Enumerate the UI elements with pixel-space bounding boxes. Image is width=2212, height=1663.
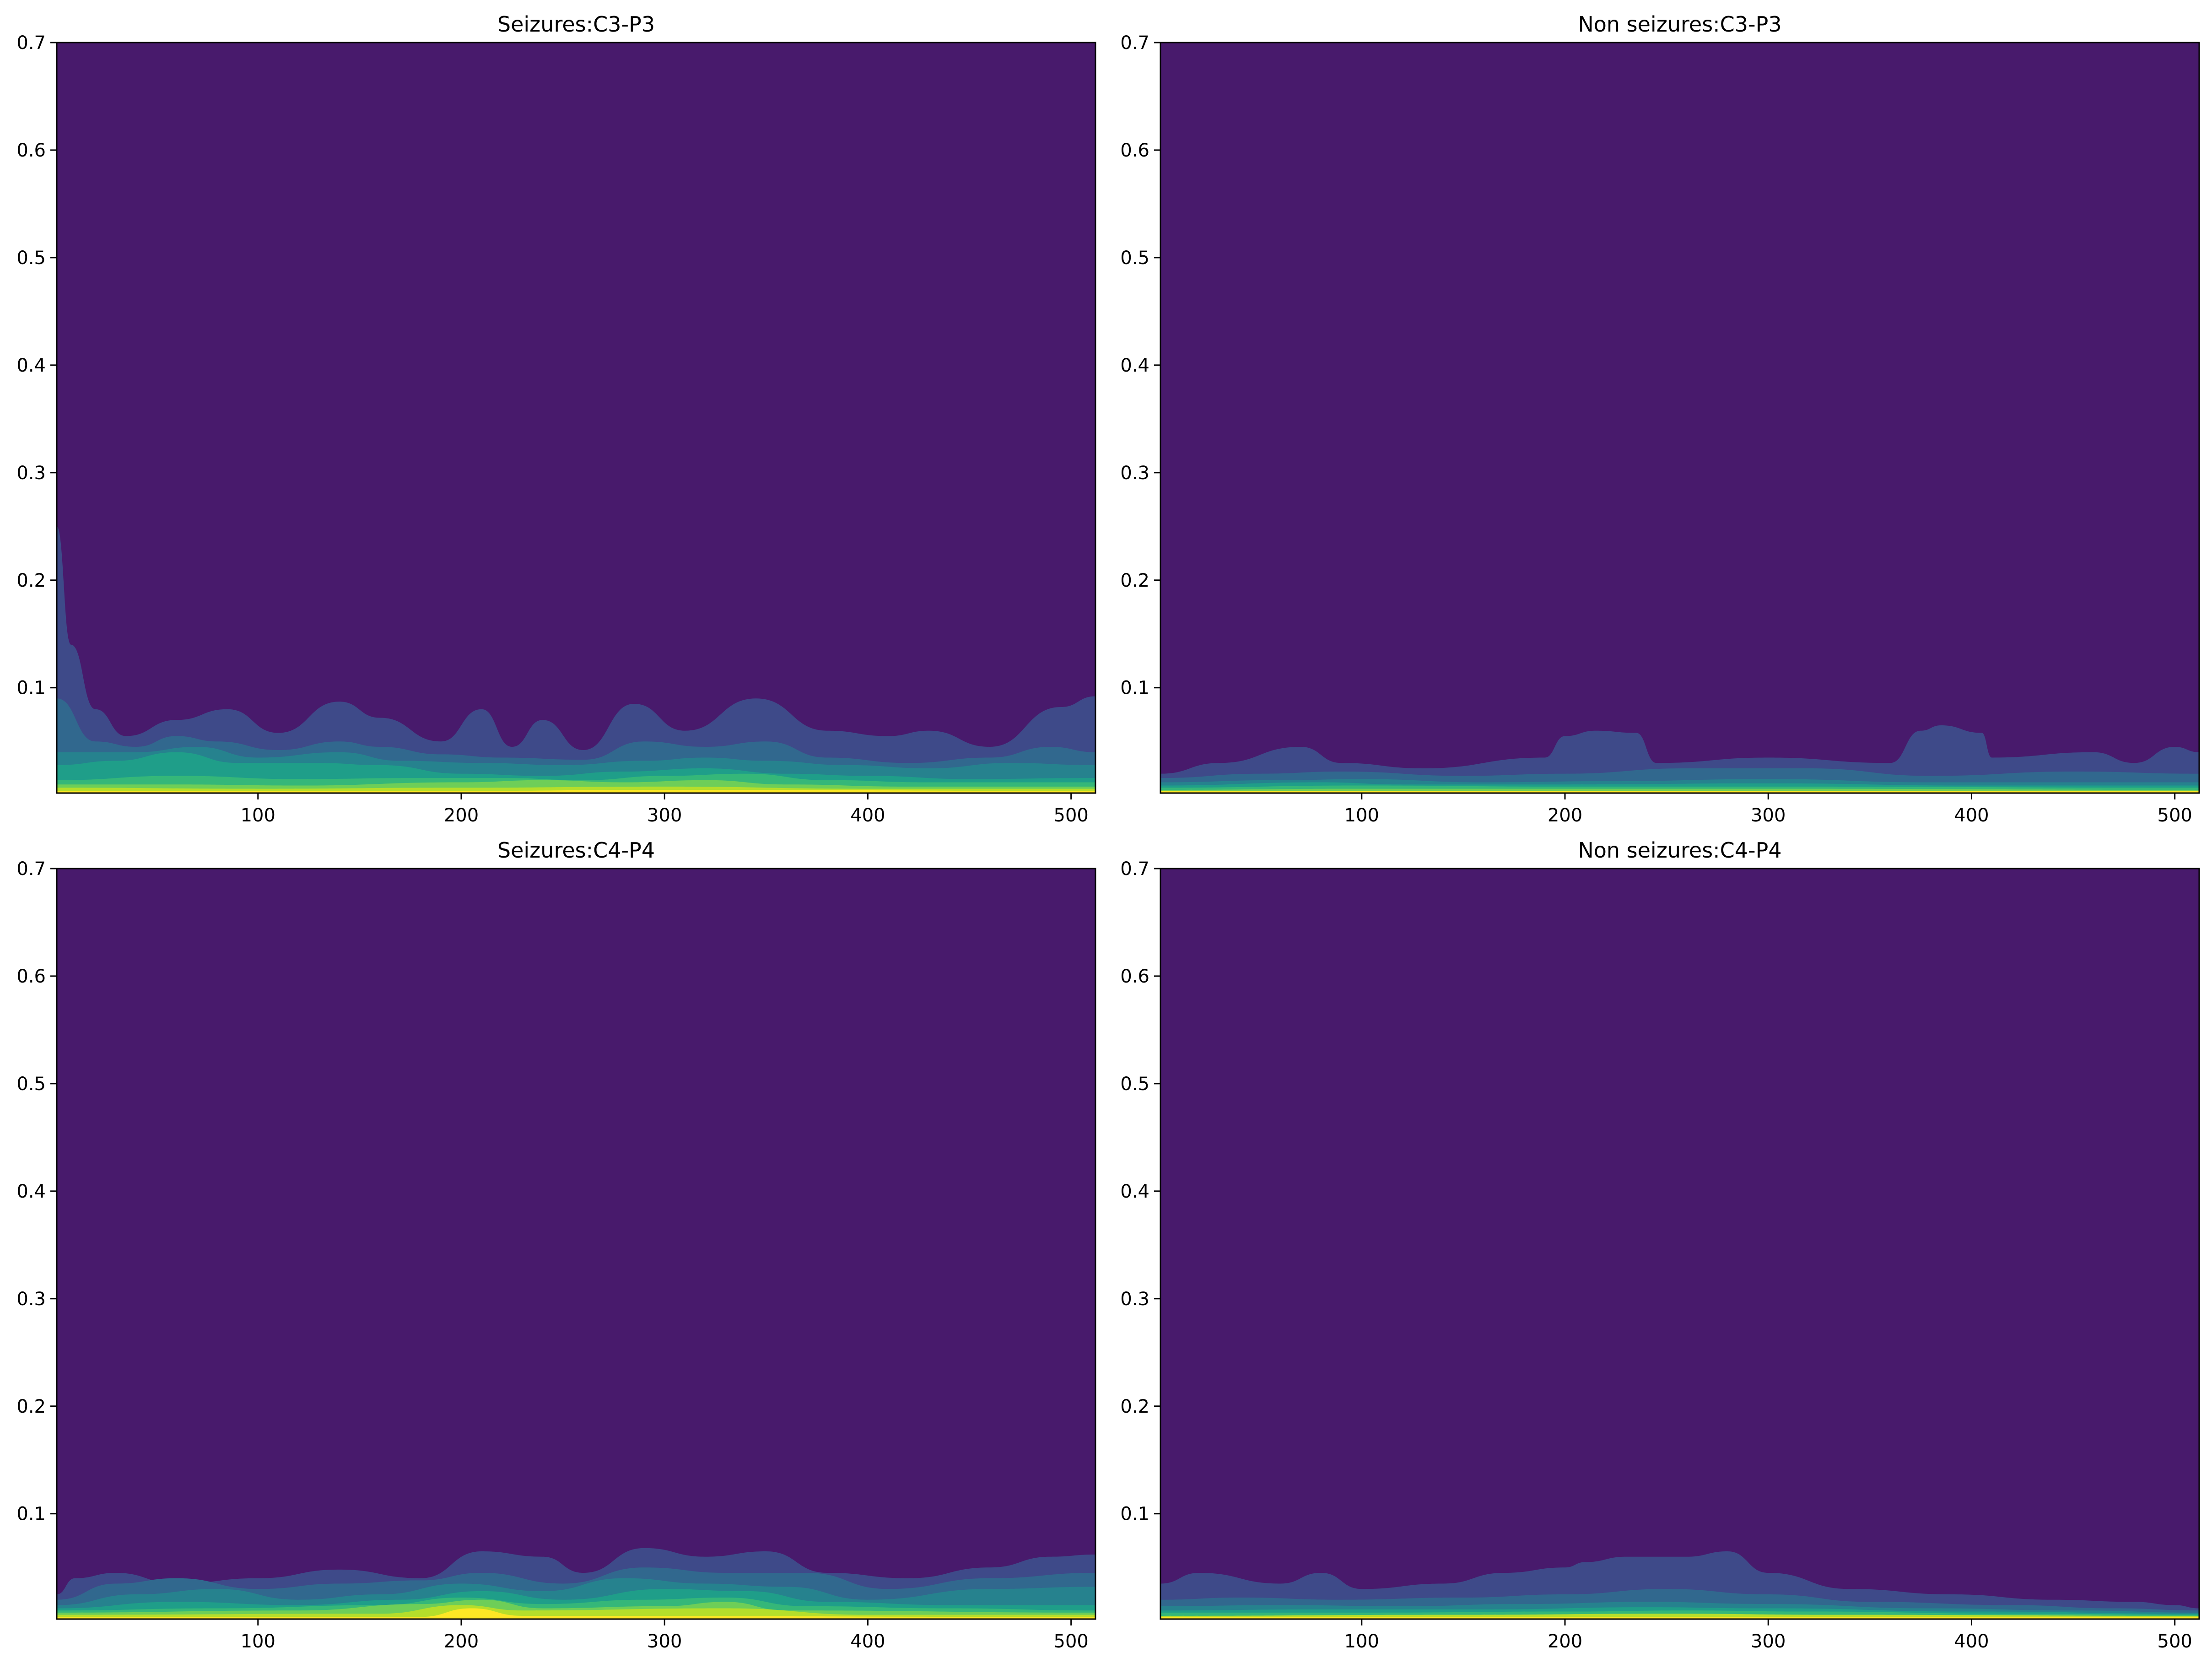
x-tick-label: 200 bbox=[1548, 805, 1582, 826]
y-tick-label: 0.7 bbox=[16, 858, 46, 880]
axes-frame bbox=[56, 868, 1096, 1620]
panel-title: Non seizures:C3-P3 bbox=[1578, 12, 1781, 37]
x-tick-label: 400 bbox=[1954, 1631, 1989, 1652]
x-tick-label: 500 bbox=[1054, 805, 1089, 826]
y-tick-label: 0.4 bbox=[16, 1181, 46, 1202]
x-tick-label: 200 bbox=[1548, 1631, 1582, 1652]
x-tick-label: 200 bbox=[444, 805, 479, 826]
y-tick-label: 0.4 bbox=[16, 355, 46, 376]
chart-panel-1: 100 200 300 400 500 0.1 0.2 0.3 0.4 0.5 0.6 0.7 Seiz… bbox=[16, 12, 1096, 826]
y-tick-label: 0.6 bbox=[16, 966, 46, 987]
contour-band-level-0 bbox=[57, 43, 1095, 793]
y-tick-label: 0.4 bbox=[1120, 1181, 1149, 1202]
x-tick-label: 300 bbox=[647, 805, 682, 826]
x-tick-label: 300 bbox=[1751, 1631, 1786, 1652]
axes-frame bbox=[1160, 42, 2200, 794]
y-tick-label: 0.1 bbox=[16, 1504, 46, 1525]
axes-frame bbox=[56, 42, 1096, 794]
y-tick-label: 0.3 bbox=[1120, 1289, 1149, 1310]
axes-frame bbox=[1160, 868, 2200, 1620]
panel-title: Seizures:C4-P4 bbox=[497, 838, 655, 863]
y-tick-label: 0.5 bbox=[1120, 248, 1149, 269]
x-tick-label: 100 bbox=[1344, 1631, 1379, 1652]
y-tick-label: 0.2 bbox=[1120, 1396, 1149, 1417]
contour-band-level-0 bbox=[57, 869, 1095, 1619]
x-tick-label: 500 bbox=[2158, 805, 2192, 826]
y-tick-label: 0.3 bbox=[16, 1289, 46, 1310]
chart-panel-3: 100 200 300 400 500 0.1 0.2 0.3 0.4 0.5 0.6 0.7 Seiz… bbox=[16, 838, 1096, 1652]
contour-band-level-0 bbox=[1160, 43, 2199, 793]
x-tick-label: 200 bbox=[444, 1631, 479, 1652]
y-tick-label: 0.7 bbox=[1120, 858, 1149, 880]
x-tick-label: 400 bbox=[850, 1631, 885, 1652]
y-tick-label: 0.5 bbox=[1120, 1074, 1149, 1095]
y-tick-label: 0.5 bbox=[16, 248, 46, 269]
contour-band-level-1 bbox=[57, 526, 1095, 793]
y-tick-label: 0.6 bbox=[16, 140, 46, 161]
contour-band-level-0 bbox=[1160, 869, 2199, 1619]
x-tick-label: 500 bbox=[1054, 1631, 1089, 1652]
y-tick-label: 0.5 bbox=[16, 1074, 46, 1095]
y-tick-label: 0.7 bbox=[16, 32, 46, 54]
y-tick-label: 0.1 bbox=[1120, 1504, 1149, 1525]
panel-title: Seizures:C3-P3 bbox=[497, 12, 655, 37]
x-tick-label: 100 bbox=[1344, 805, 1379, 826]
panel-title: Non seizures:C4-P4 bbox=[1578, 838, 1781, 863]
contour-band-level-8 bbox=[57, 789, 1095, 793]
y-tick-label: 0.2 bbox=[16, 1396, 46, 1417]
x-tick-label: 100 bbox=[241, 1631, 275, 1652]
x-tick-label: 300 bbox=[1751, 805, 1786, 826]
y-tick-label: 0.3 bbox=[16, 463, 46, 484]
y-tick-label: 0.4 bbox=[1120, 355, 1149, 376]
y-tick-label: 0.6 bbox=[1120, 140, 1149, 161]
y-tick-label: 0.1 bbox=[1120, 678, 1149, 699]
x-tick-label: 400 bbox=[850, 805, 885, 826]
contour-band-level-8 bbox=[57, 1608, 1095, 1619]
y-tick-label: 0.7 bbox=[1120, 32, 1149, 54]
x-tick-label: 100 bbox=[241, 805, 275, 826]
y-tick-label: 0.2 bbox=[1120, 570, 1149, 591]
contour-band-level-7 bbox=[57, 1605, 1095, 1619]
y-tick-label: 0.2 bbox=[16, 570, 46, 591]
x-tick-label: 400 bbox=[1954, 805, 1989, 826]
y-tick-label: 0.1 bbox=[16, 678, 46, 699]
y-tick-label: 0.6 bbox=[1120, 966, 1149, 987]
x-tick-label: 500 bbox=[2158, 1631, 2192, 1652]
x-tick-label: 300 bbox=[647, 1631, 682, 1652]
y-tick-label: 0.3 bbox=[1120, 463, 1149, 484]
chart-panel-2: 100 200 300 400 500 0.1 0.2 0.3 0.4 0.5 0.6 0.7 Non … bbox=[1120, 12, 2200, 826]
chart-panel-4: 100 200 300 400 500 0.1 0.2 0.3 0.4 0.5 0.6 0.7 Non … bbox=[1120, 838, 2200, 1652]
